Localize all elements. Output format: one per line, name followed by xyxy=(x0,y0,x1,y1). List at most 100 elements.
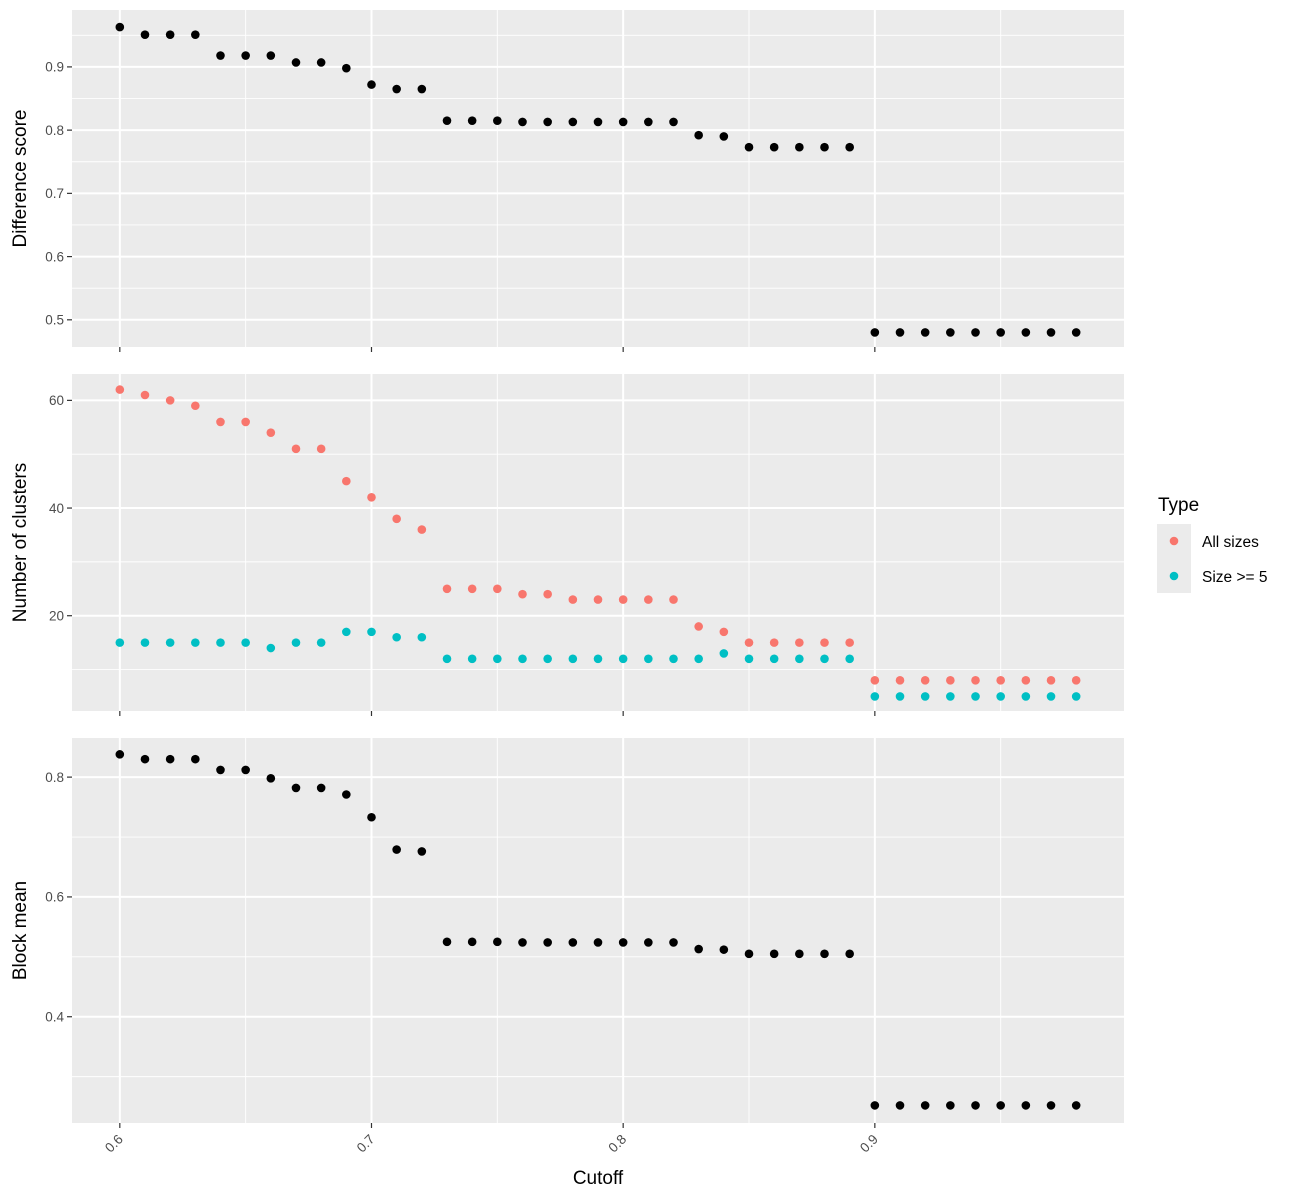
data-point xyxy=(845,142,854,152)
data-point xyxy=(191,754,200,764)
data-point xyxy=(291,638,301,647)
data-point xyxy=(946,692,955,701)
data-point xyxy=(820,638,829,647)
data-point xyxy=(392,84,401,94)
data-point xyxy=(442,116,452,125)
data-point xyxy=(795,949,804,959)
y-tick-label: 0.6 xyxy=(45,249,64,264)
data-point xyxy=(115,385,125,394)
data-point xyxy=(493,584,502,594)
data-point xyxy=(719,627,729,637)
data-point xyxy=(694,130,703,140)
panels-layer: 0.5 0.6 0.7 0.8 0.9 Difference score 20 40 60 Num… xyxy=(10,10,1124,1128)
data-point xyxy=(920,1101,930,1110)
data-point xyxy=(644,117,653,127)
data-point xyxy=(316,58,326,67)
data-point xyxy=(971,676,980,685)
data-point xyxy=(845,949,854,959)
y-tick-label: 40 xyxy=(49,501,64,516)
data-point xyxy=(744,654,754,664)
data-point xyxy=(870,328,880,337)
data-point xyxy=(367,492,376,502)
data-point xyxy=(493,116,502,125)
data-point xyxy=(115,22,125,32)
legend-title: Type xyxy=(1158,495,1199,516)
data-point xyxy=(417,847,427,856)
data-point xyxy=(996,1101,1005,1110)
legend-label-all-sizes: All sizes xyxy=(1202,534,1259,551)
data-point xyxy=(1021,692,1031,701)
data-point xyxy=(719,945,729,954)
data-point xyxy=(291,58,301,67)
data-point xyxy=(946,1101,955,1110)
data-point xyxy=(895,1101,905,1110)
y-tick-label: 0.8 xyxy=(45,123,64,138)
data-point xyxy=(442,654,452,664)
data-point xyxy=(342,627,351,637)
data-point xyxy=(543,654,552,664)
data-point xyxy=(618,117,628,127)
data-point xyxy=(593,654,603,664)
data-point xyxy=(870,676,880,685)
data-point xyxy=(744,949,754,959)
data-point xyxy=(342,790,351,799)
data-point xyxy=(241,765,250,775)
data-point xyxy=(769,142,779,152)
data-point xyxy=(644,654,653,664)
data-point xyxy=(191,401,200,411)
data-point xyxy=(392,845,401,854)
data-point xyxy=(342,476,351,486)
data-point xyxy=(316,783,326,793)
data-point xyxy=(1021,328,1031,337)
data-point xyxy=(442,584,452,594)
data-point xyxy=(694,944,703,954)
data-point xyxy=(140,638,150,647)
y-axis-title-difference-score: Difference score xyxy=(10,110,31,248)
data-point xyxy=(266,774,276,783)
y-tick-label: 0.5 xyxy=(45,313,64,328)
data-point xyxy=(518,589,527,599)
y-axis-title-number-of-clusters: Number of clusters xyxy=(10,463,31,622)
data-point xyxy=(140,754,150,764)
data-point xyxy=(644,938,653,947)
panel-background xyxy=(72,738,1124,1123)
data-point xyxy=(593,595,603,604)
x-tick-label: 0.7 xyxy=(354,1132,378,1156)
data-point xyxy=(417,84,427,94)
data-point xyxy=(920,692,930,701)
data-point xyxy=(1046,1101,1056,1110)
data-point xyxy=(568,117,578,127)
y-tick-label: 20 xyxy=(49,609,64,624)
data-point xyxy=(946,328,955,337)
data-point xyxy=(870,692,880,701)
data-point xyxy=(1021,676,1031,685)
data-point xyxy=(493,654,502,664)
data-point xyxy=(115,750,125,759)
data-point xyxy=(795,638,804,647)
data-point xyxy=(266,51,276,60)
y-tick-label: 0.7 xyxy=(45,186,64,201)
data-point xyxy=(442,937,452,947)
data-point xyxy=(870,1101,880,1110)
y-tick-label: 0.6 xyxy=(45,890,64,905)
data-point xyxy=(795,654,804,664)
data-point xyxy=(1071,1101,1081,1110)
data-point xyxy=(644,595,653,604)
data-point xyxy=(920,328,930,337)
data-point xyxy=(266,428,276,437)
panel-block-mean: 0.4 0.6 0.8 Block mean xyxy=(10,738,1124,1128)
data-point xyxy=(744,638,754,647)
data-point xyxy=(1046,328,1056,337)
data-point xyxy=(342,63,351,73)
data-point xyxy=(1021,1101,1031,1110)
data-point xyxy=(191,30,200,39)
data-point xyxy=(493,937,502,947)
data-point xyxy=(996,676,1005,685)
data-point xyxy=(543,938,552,947)
legend-key-all-sizes xyxy=(1169,536,1179,546)
data-point xyxy=(996,328,1005,337)
data-point xyxy=(669,654,678,664)
data-point xyxy=(744,142,754,152)
y-tick-label: 60 xyxy=(49,393,64,408)
